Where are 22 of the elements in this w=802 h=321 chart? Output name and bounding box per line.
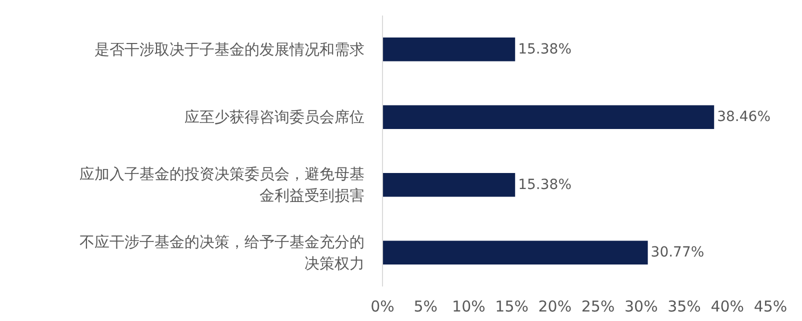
y-tick-label: 不应干涉子基金的决策，给予子基金充分的决策权力 (80, 232, 364, 272)
y-tick-label: 应至少获得咨询委员会席位 (184, 108, 364, 126)
x-tick-label: 5% (414, 298, 438, 316)
bar (382, 38, 516, 62)
x-tick-label: 30% (624, 298, 658, 316)
x-tick-label: 10% (452, 298, 486, 316)
y-tick-label: 是否干涉取决于子基金的发展情况和需求 (94, 40, 364, 58)
bar (382, 240, 648, 264)
data-label: 15.38% (518, 176, 572, 193)
bar (382, 105, 714, 129)
x-tick-label: 25% (581, 298, 615, 316)
x-tick-label: 0% (370, 298, 394, 316)
x-tick-label: 40% (710, 298, 744, 316)
data-label: 38.46% (717, 109, 770, 126)
data-label: 30.77% (650, 244, 704, 261)
x-tick-label: 15% (495, 298, 529, 316)
y-tick-label: 应加入子基金的投资决策委员会，避免母基金利益受到损害 (80, 165, 364, 205)
x-tick-label: 20% (538, 298, 572, 316)
x-tick-label: 45% (754, 298, 788, 316)
data-label: 15.38% (518, 41, 572, 58)
x-tick-label: 35% (668, 298, 701, 316)
bar (382, 173, 516, 197)
